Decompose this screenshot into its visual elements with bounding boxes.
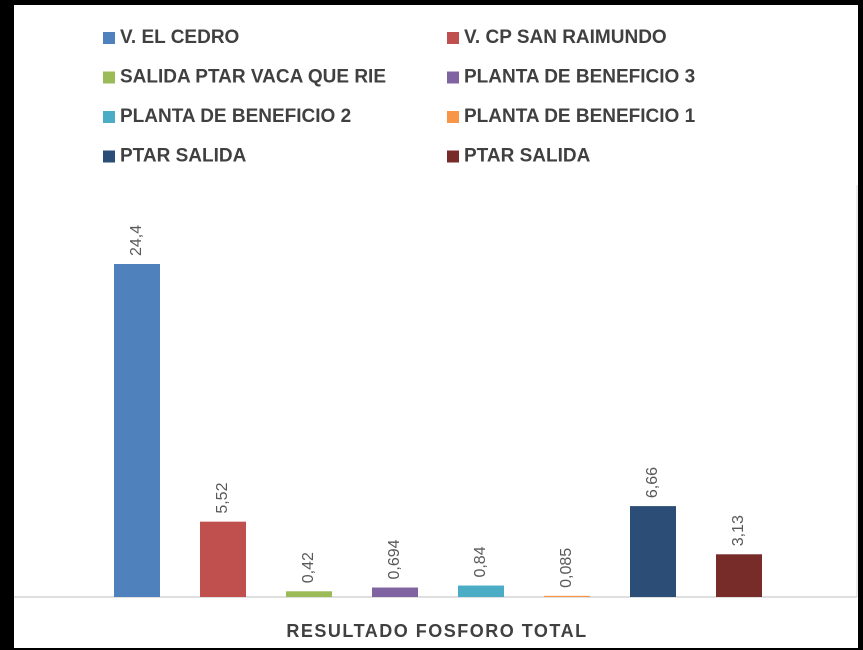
legend-label: PLANTA DE BENEFICIO 1 — [464, 106, 696, 127]
legend-swatch — [103, 32, 115, 44]
legend-swatch — [447, 150, 459, 163]
bar — [630, 506, 676, 597]
bar — [458, 585, 504, 597]
legend-swatch — [447, 111, 459, 123]
legend-swatch — [447, 71, 459, 84]
x-tick-label: RESULTADO FOSFORO TOTAL — [286, 621, 587, 641]
legend-swatch — [103, 71, 115, 84]
legend-label: PTAR SALIDA — [120, 146, 247, 167]
legend-label: PLANTA DE BENEFICIO 3 — [464, 67, 695, 88]
data-label: 0,84 — [472, 546, 489, 577]
legend-label: PLANTA DE BENEFICIO 2 — [120, 106, 351, 127]
bar — [286, 591, 332, 597]
bar — [372, 587, 418, 597]
legend-swatch — [447, 32, 459, 44]
data-label: 0,085 — [558, 548, 575, 588]
data-label: 5,52 — [214, 482, 231, 513]
legend-label: V. EL CEDRO — [120, 27, 239, 48]
bar — [200, 521, 246, 597]
data-label: 3,13 — [730, 515, 747, 546]
bar — [544, 595, 590, 597]
legend-label: SALIDA PTAR VACA QUE RIE — [120, 67, 386, 88]
legend-swatch — [103, 150, 115, 163]
bar — [114, 264, 160, 597]
bar — [716, 554, 762, 597]
data-label: 0,694 — [386, 539, 403, 579]
data-label: 24,4 — [128, 225, 145, 256]
legend-swatch — [103, 111, 115, 123]
data-label: 6,66 — [644, 467, 661, 498]
legend-label: V. CP SAN RAIMUNDO — [464, 27, 667, 48]
legend-label: PTAR SALIDA — [464, 146, 591, 167]
data-label: 0,42 — [300, 552, 317, 583]
